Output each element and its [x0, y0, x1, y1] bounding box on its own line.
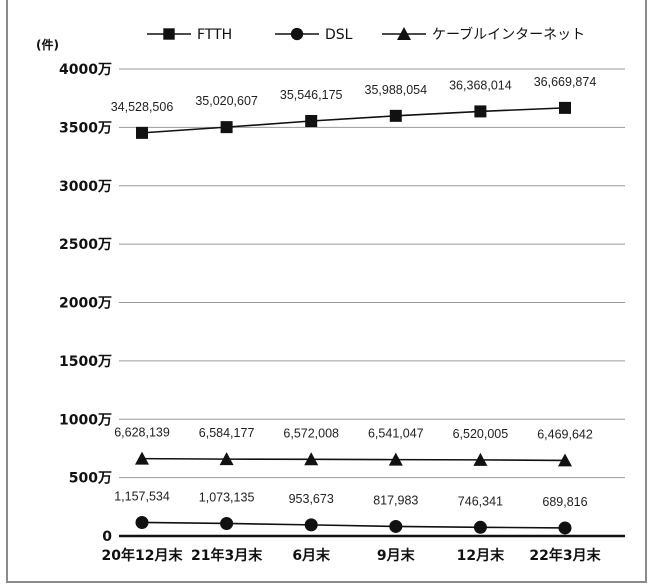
y-tick-label: 4000万 — [59, 62, 112, 78]
data-label: 6,584,177 — [199, 426, 255, 440]
data-point — [558, 453, 572, 467]
data-point — [304, 452, 319, 466]
data-label: 6,520,005 — [453, 427, 509, 441]
x-tick-label: 6月末 — [292, 547, 331, 564]
legend-label: ケーブルインターネット — [432, 26, 585, 43]
series-layer — [135, 101, 572, 535]
legend-label: DSL — [325, 27, 353, 43]
gridlines — [119, 68, 625, 538]
y-tick-label: 1500万 — [59, 354, 112, 370]
data-label: 6,572,008 — [283, 426, 339, 440]
data-point — [135, 515, 149, 529]
data-point — [474, 105, 487, 118]
legend-marker — [290, 27, 304, 41]
legend-marker — [163, 28, 175, 40]
data-label: 1,073,135 — [199, 490, 255, 504]
data-point — [389, 519, 403, 533]
y-tick-label: 1000万 — [59, 412, 112, 428]
data-point — [136, 126, 148, 139]
chart-frame: 0 500万 1000万 1500万 2000万 2500万 3000万 3500万 4000万… — [6, 0, 647, 583]
data-point — [558, 521, 572, 535]
data-label: 6,469,642 — [537, 427, 593, 441]
data-label: 746,341 — [458, 494, 503, 508]
x-tick-label: 9月末 — [377, 547, 416, 564]
y-tick-label: 2000万 — [59, 296, 112, 312]
data-label: 35,020,607 — [195, 94, 258, 108]
data-point — [135, 451, 149, 465]
x-tick-label: 21年3月末 — [191, 547, 263, 564]
data-point — [304, 518, 318, 532]
data-point — [559, 101, 571, 114]
data-point — [473, 452, 488, 466]
y-tick-label: 3500万 — [59, 120, 112, 136]
data-point — [219, 452, 234, 466]
data-label: 34,528,506 — [111, 100, 174, 114]
series-line — [141, 107, 566, 134]
series-line — [141, 457, 566, 462]
legend: FTTH DSL ケーブルインターネット — [147, 26, 585, 43]
x-tick-label: 12月末 — [457, 547, 505, 564]
x-tick-label: 20年12月末 — [102, 547, 184, 564]
data-point — [389, 109, 402, 122]
data-label: 36,368,014 — [449, 78, 512, 92]
data-point — [220, 121, 233, 134]
data-labels: 34,528,506 35,020,607 35,546,175 35,988,054… — [111, 75, 597, 509]
y-tick-label: 3000万 — [59, 179, 112, 195]
y-tick-label: 500万 — [69, 471, 112, 487]
data-label: 36,669,874 — [534, 75, 597, 89]
data-label: 6,541,047 — [368, 427, 424, 441]
y-tick-label: 0 — [102, 529, 112, 545]
y-tick-label: 2500万 — [59, 237, 112, 253]
data-label: 6,628,139 — [114, 426, 170, 440]
legend-label: FTTH — [197, 27, 232, 43]
y-axis-tick-labels: 0 500万 1000万 1500万 2000万 2500万 3000万 3500万 4000万 — [59, 62, 112, 545]
x-tick-label: 22年3月末 — [529, 547, 601, 564]
x-axis-tick-labels: 20年12月末 21年3月末 6月末 9月末 12月末 22年3月末 — [102, 547, 602, 564]
data-point — [220, 516, 234, 530]
data-label: 817,983 — [373, 493, 418, 507]
data-point — [473, 520, 487, 534]
data-label: 35,546,175 — [280, 88, 343, 102]
data-label: 1,157,534 — [114, 489, 170, 503]
legend-marker — [397, 27, 411, 40]
line-chart: 0 500万 1000万 1500万 2000万 2500万 3000万 3500万 4000万… — [36, 26, 625, 564]
data-point — [388, 452, 403, 466]
data-label: 35,988,054 — [365, 83, 428, 97]
data-label: 689,816 — [542, 495, 587, 509]
data-point — [305, 114, 318, 127]
series-line — [141, 521, 566, 529]
y-axis-unit-label: (件) — [36, 37, 59, 52]
data-label: 953,673 — [289, 492, 334, 506]
